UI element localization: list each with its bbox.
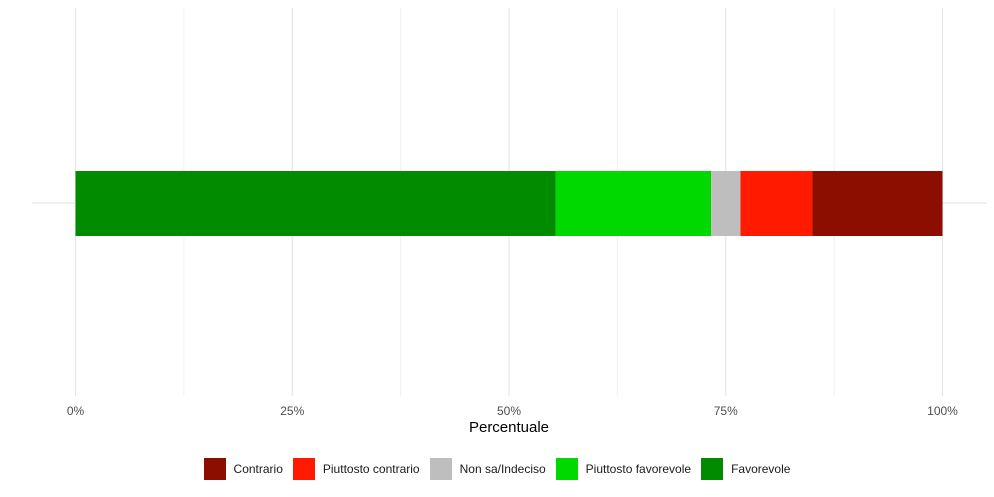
x-tick-label: 50%	[497, 404, 521, 418]
x-tick-label: 0%	[67, 404, 85, 418]
legend: Contrario Piuttosto contrario Non sa/Indec…	[0, 458, 994, 480]
x-tick-label: 100%	[927, 404, 958, 418]
legend-label: Non sa/Indeciso	[459, 462, 546, 476]
x-axis-title: Percentuale	[469, 419, 549, 436]
bar-segments	[75, 171, 943, 236]
legend-label: Piuttosto contrario	[322, 462, 420, 476]
x-tick-label: 75%	[714, 404, 738, 418]
bar-segment-contrario	[812, 171, 943, 236]
legend-label: Piuttosto favorevole	[585, 462, 692, 476]
bar-segment-piuttosto-favorevole	[555, 171, 712, 236]
legend-item: Non sa/Indeciso	[429, 458, 546, 480]
legend-item: Piuttosto contrario	[292, 458, 420, 480]
legend-item: Favorevole	[701, 458, 790, 480]
legend-swatch	[292, 458, 315, 480]
legend-swatch	[701, 458, 724, 480]
legend-swatch	[555, 458, 578, 480]
bar-segment-non-sa-indeciso	[711, 171, 741, 236]
x-tick-labels: 0% 25% 50% 75% 100%	[67, 404, 958, 418]
legend-label: Favorevole	[731, 462, 791, 476]
stacked-bar-chart: 0% 25% 50% 75% 100% Percentuale	[32, 8, 987, 436]
x-tick-label: 25%	[280, 404, 304, 418]
bar-segment-piuttosto-contrario	[740, 171, 813, 236]
legend-item: Piuttosto favorevole	[555, 458, 692, 480]
legend-swatch	[429, 458, 452, 480]
bar-segment-favorevole	[75, 171, 556, 236]
legend-item: Contrario	[203, 458, 283, 480]
legend-swatch	[203, 458, 226, 480]
legend-label: Contrario	[233, 462, 283, 476]
